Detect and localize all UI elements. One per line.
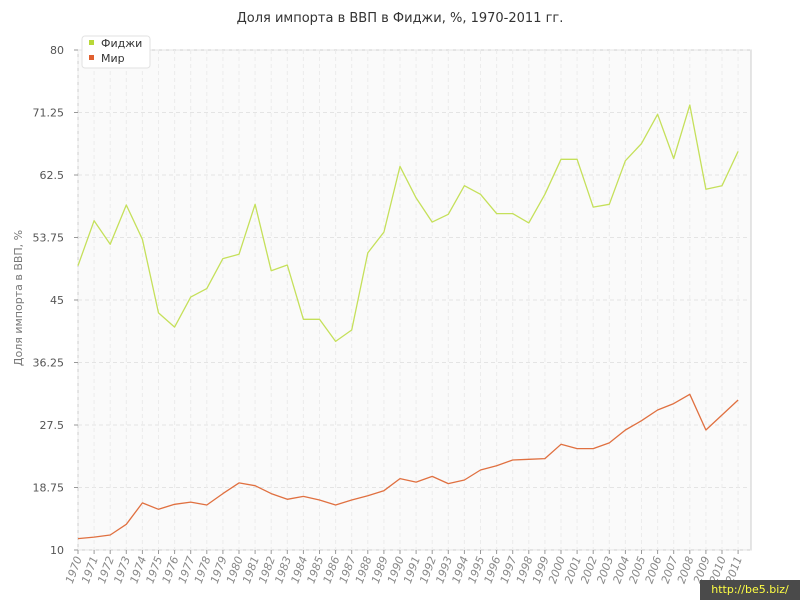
y-axis-ticks: 10 18.75 27.5 36.25 45 53.75 62.5 71.25 80 <box>33 44 78 557</box>
legend-swatch-fiji <box>89 40 94 45</box>
legend-label-fiji: Фиджи <box>101 37 142 50</box>
y-tick-label: 80 <box>50 44 64 57</box>
legend-swatch-world <box>89 55 94 60</box>
y-tick-label: 18.75 <box>33 482 65 495</box>
series-line-fiji <box>77 104 739 343</box>
watermark: http://be5.biz/ <box>700 580 800 600</box>
legend: Фиджи Мир <box>81 35 151 69</box>
x-axis-ticks: 1970197119721973197419751976197719781979… <box>63 550 745 585</box>
y-tick-label: 45 <box>50 294 64 307</box>
y-tick-label: 62.5 <box>40 169 65 182</box>
chart-title: Доля импорта в ВВП в Фиджи, %, 1970-2011… <box>237 11 564 26</box>
legend-box <box>81 35 151 69</box>
y-tick-label: 36.25 <box>33 357 65 370</box>
grid <box>77 49 751 551</box>
legend-label-world: Мир <box>101 52 125 65</box>
series-line-world <box>77 393 739 540</box>
series-group <box>77 104 739 540</box>
y-tick-label: 27.5 <box>40 419 65 432</box>
y-tick-label: 10 <box>50 544 64 557</box>
y-axis-label: Доля импорта в ВВП, % <box>12 230 25 366</box>
y-tick-label: 71.25 <box>33 107 65 120</box>
y-tick-label: 53.75 <box>33 232 65 245</box>
